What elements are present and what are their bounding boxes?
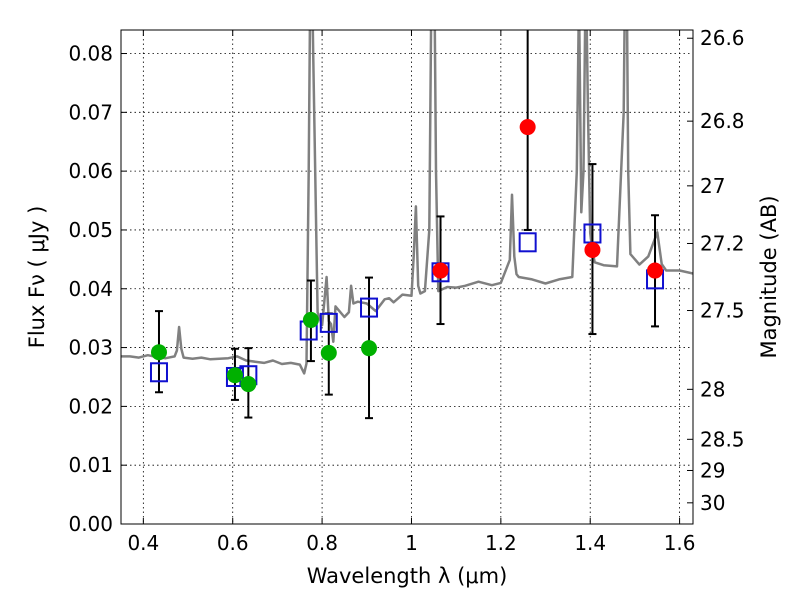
x-axis-ticks: 0.4 0.6 0.8 1 1.2 1.4 1.6 xyxy=(127,30,696,555)
observed-flux-point xyxy=(519,119,536,136)
y2-tick-label: 26.8 xyxy=(700,109,745,133)
y2-axis-label: Magnitude (AB) xyxy=(757,195,781,358)
y2-tick-label: 27 xyxy=(700,174,725,198)
model-flux-square xyxy=(149,362,168,383)
y2-tick-label: 30 xyxy=(700,491,725,515)
y2-tick-label: 27.2 xyxy=(700,231,745,255)
spectrum-line xyxy=(121,30,693,375)
y-tick-label: 0.02 xyxy=(68,394,113,418)
spectrum-line-layer xyxy=(121,30,693,375)
observed-flux-point xyxy=(302,311,319,328)
x-tick-label: 1.4 xyxy=(574,531,606,555)
x-tick-label: 1.6 xyxy=(664,531,696,555)
y2-tick-label: 26.6 xyxy=(700,26,745,50)
y2-tick-label: 28 xyxy=(700,377,725,401)
plot-area xyxy=(121,30,693,420)
observed-flux-point xyxy=(240,376,257,393)
x-tick-label: 1 xyxy=(405,531,418,555)
observed-flux-point xyxy=(150,344,167,361)
y-tick-label: 0.06 xyxy=(68,159,113,183)
model-flux-square xyxy=(518,232,537,253)
y2-tick-label: 28.5 xyxy=(700,427,745,451)
y-tick-label: 0.08 xyxy=(68,42,113,66)
y-tick-label: 0.05 xyxy=(68,218,113,242)
y-axis-ticks: 0.00 0.01 0.02 0.03 0.04 0.05 0.06 0.07 0.08 xyxy=(68,42,127,536)
x-tick-label: 0.6 xyxy=(217,531,249,555)
model-flux-square xyxy=(360,297,379,318)
plot-frame xyxy=(120,29,694,525)
y-axis-label: Flux Fν ( μJy ) xyxy=(25,206,49,349)
x-axis-label: Wavelength λ (μm) xyxy=(307,564,508,588)
x-tick-label: 0.8 xyxy=(306,531,338,555)
observed-flux-point xyxy=(432,262,449,279)
y-tick-label: 0.07 xyxy=(68,100,113,124)
observed-flux-point xyxy=(647,262,664,279)
observed-flux-point xyxy=(584,241,601,258)
y2-axis-ticks: 26.6 26.8 27 27.2 27.5 28 28.5 29 30 xyxy=(687,26,745,515)
observed-flux-point xyxy=(320,344,337,361)
observed-flux-point xyxy=(226,367,243,384)
y-tick-label: 0.04 xyxy=(68,277,113,301)
model-flux-square xyxy=(319,312,338,333)
y-tick-label: 0.03 xyxy=(68,336,113,360)
y2-tick-label: 27.5 xyxy=(700,299,745,323)
y-tick-label: 0.01 xyxy=(68,453,113,477)
grid-lines xyxy=(121,30,693,525)
y-tick-label: 0.00 xyxy=(68,512,113,536)
marker-layer xyxy=(149,119,665,393)
observed-flux-point xyxy=(361,340,378,357)
x-tick-label: 0.4 xyxy=(127,531,159,555)
x-tick-label: 1.2 xyxy=(485,531,517,555)
y2-tick-label: 29 xyxy=(700,458,725,482)
